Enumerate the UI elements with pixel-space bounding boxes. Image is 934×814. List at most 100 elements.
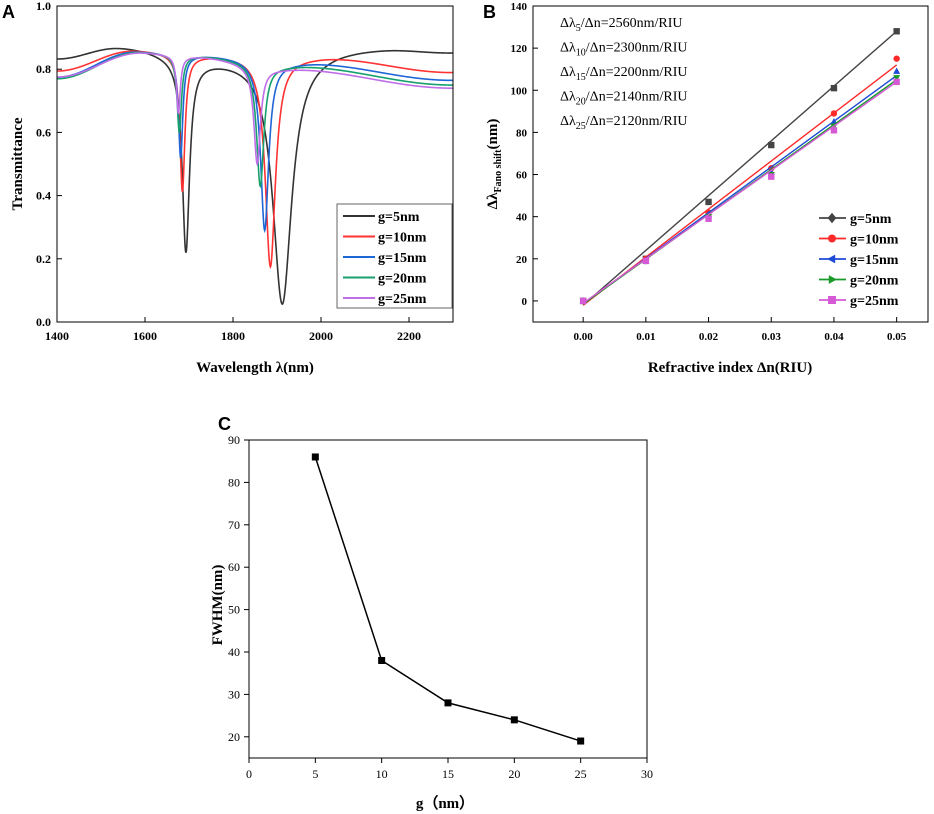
panel-c-ytick-label: 40: [228, 645, 240, 659]
panel-c-ylabel: FWHM(nm): [210, 565, 226, 646]
panel-b-ylabel-unit: (nm): [485, 119, 501, 150]
panel-b-data-marker: [642, 257, 650, 265]
panel-c-ytick-label: 70: [228, 518, 240, 532]
panel-b-fit-line: [582, 30, 898, 306]
panel-c-data-marker: [311, 453, 319, 461]
panel-a-legend-label: g=25nm: [378, 292, 427, 307]
panel-b-xtick-label: 0.04: [824, 331, 844, 343]
panel-c-data-marker: [577, 737, 585, 745]
panel-c-ytick-label: 50: [228, 603, 240, 617]
panel-a-xtick-label: 2000: [309, 329, 333, 343]
panel-b-data-marker: [893, 28, 900, 35]
panel-b-fit-line: [582, 64, 898, 306]
panel-b-annotation-rest: /Δn=2560nm/RIU: [581, 16, 683, 31]
panel-c-ytick-label: 60: [228, 560, 240, 574]
panel-b-annotation-main: Δλ: [560, 41, 576, 56]
panel-c-xtick-label: 5: [312, 767, 318, 781]
panel-b-xtick-label: 0.01: [636, 331, 655, 343]
panel-b-legend-label: g=25nm: [850, 294, 899, 309]
panel-c-data-marker: [378, 656, 386, 664]
panel-c-xtick-label: 30: [641, 767, 653, 781]
panel-b-data-marker: [830, 127, 838, 134]
panel-b-legend-label: g=20nm: [850, 274, 899, 289]
panel-b-ylabel: ΔλFano shift(nm): [485, 119, 504, 210]
panel-b-data-marker: [579, 297, 587, 305]
panel-b-annotation-sub: 10: [576, 48, 586, 59]
panel-a-ytick-label: 0.4: [36, 189, 51, 203]
panel-c-data-marker: [510, 716, 518, 724]
panel-b-legend-label: g=15nm: [850, 253, 899, 268]
panel-b-fit-line: [582, 81, 898, 304]
panel-a-legend-label: g=10nm: [378, 231, 427, 246]
panel-c-xtick-label: 0: [246, 767, 252, 781]
panel-c-plot-area: [311, 453, 585, 745]
panel-b-annotation-rest: /Δn=2200nm/RIU: [586, 65, 688, 80]
panel-c-ytick-label: 20: [228, 730, 240, 744]
panel-c-xtick-label: 10: [376, 767, 388, 781]
panel-b-ytick-label: 140: [511, 1, 528, 13]
panel-c-chart: 0 5 10 15 20 25 30 20 30 40 50 60 70 80 90 g（nm） FWHM(…: [210, 433, 653, 812]
panel-b-ylabel-sub: Fano shift: [493, 149, 504, 193]
panel-b-annotation-main: Δλ: [560, 16, 576, 31]
panel-b-annotation-sub: 15: [576, 72, 586, 83]
panel-b-ytick-label: 0: [522, 296, 528, 308]
panel-b-xtick-label: 0.00: [574, 331, 594, 343]
panel-a-legend-label: g=5nm: [378, 210, 420, 225]
panel-b-data-marker: [830, 110, 838, 117]
panel-b-legend-marker: [827, 212, 837, 224]
panel-a-legend: g=5nm g=10nm g=15nm g=20nm g=25nm: [336, 203, 453, 309]
panel-a-series-line: [57, 51, 453, 234]
panel-b-ytick-label: 100: [511, 85, 528, 97]
panel-b-data-marker: [893, 78, 900, 86]
panel-b-legend-label: g=5nm: [850, 212, 892, 227]
panel-b-annotation-sub: 25: [576, 121, 586, 132]
panel-a-plot-area: [56, 47, 454, 306]
panel-b-data-marker: [768, 141, 775, 149]
panel-b-sensitivity-annotation: Δλ25/Δn=2120nm/RIU: [560, 114, 687, 132]
panel-a-series-line: [57, 50, 453, 269]
panel-a-ticks: 1400 1600 1800 2000 2200 0.0 0.2 0.4 0.6 0.8 1.0: [36, 0, 421, 343]
panel-b-legend-marker: [828, 234, 836, 243]
panel-a-xtick-label: 1600: [133, 329, 157, 343]
panel-b-sensitivity-annotation: Δλ20/Δn=2140nm/RIU: [560, 90, 687, 108]
panel-b-sensitivity-annotation: Δλ10/Δn=2300nm/RIU: [560, 41, 687, 59]
panel-b-xtick-label: 0.03: [762, 331, 782, 343]
panel-b-data-marker: [830, 84, 838, 92]
panel-a-ytick-label: 0.6: [36, 125, 51, 139]
panel-b-sensitivity-annotation: Δλ15/Δn=2200nm/RIU: [560, 65, 687, 83]
panel-a-ytick-label: 0.2: [36, 252, 51, 266]
panel-a-xtick-label: 1800: [221, 329, 245, 343]
panel-b-legend-marker: [828, 296, 836, 304]
panel-b-legend-marker: [827, 254, 836, 264]
panel-b-annotation-rest: /Δn=2300nm/RIU: [586, 41, 688, 56]
panel-b-legend: g=5nm g=10nm g=15nm g=20nm g=25nm: [817, 205, 927, 312]
panel-c-frame: [248, 439, 648, 759]
panel-b-annotation-main: Δλ: [560, 114, 576, 129]
panel-label-c: C: [218, 414, 231, 434]
panel-b-ytick-label: 20: [516, 254, 528, 266]
panel-b-ytick-label: 40: [516, 212, 528, 224]
panel-c-ticks: 0 5 10 15 20 25 30 20 30 40 50 60 70 80 90: [228, 433, 653, 781]
panel-b-data-marker: [705, 198, 712, 206]
panel-a-ytick-label: 0.8: [36, 62, 51, 76]
panel-a-ylabel: Transmittance: [10, 117, 26, 210]
panel-b-ytick-label: 60: [516, 170, 528, 182]
panel-a-frame: [56, 5, 454, 323]
panel-b-sensitivity-annotation: Δλ5/Δn=2560nm/RIU: [560, 16, 682, 34]
panel-a-series-line: [56, 51, 453, 189]
panel-c-ytick-label: 80: [228, 475, 240, 489]
panel-b-ylabel-main: Δλ: [485, 192, 501, 209]
panel-a-ytick-label: 1.0: [36, 0, 51, 13]
panel-b-legend-marker: [828, 275, 837, 284]
panel-a-series-line: [56, 52, 453, 167]
panel-a-legend-label: g=20nm: [378, 272, 427, 287]
panel-b-legend-label: g=10nm: [850, 233, 899, 248]
panel-b-data-marker: [705, 215, 712, 222]
panel-c-data-marker: [444, 699, 452, 707]
panel-a-chart: 1400 1600 1800 2000 2200 0.0 0.2 0.4 0.6 0.8 1.0 W…: [10, 0, 454, 376]
panel-c-xlabel: g（nm）: [416, 794, 474, 812]
panel-b-annotation-sub: 20: [576, 97, 586, 108]
panel-b-data-marker: [768, 173, 775, 180]
panel-b-data-marker: [893, 75, 901, 82]
panel-b-data-marker: [893, 55, 900, 62]
